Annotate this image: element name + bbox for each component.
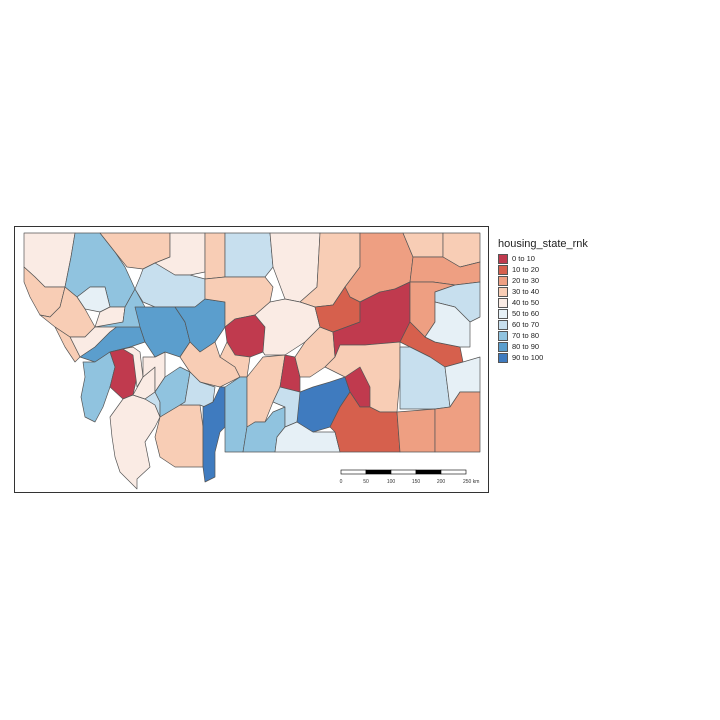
county[interactable]	[224, 376, 248, 453]
legend-item: 50 to 60	[498, 308, 588, 319]
scale-tick-label: 150	[412, 479, 421, 485]
legend: housing_state_rnk 0 to 10 10 to 20 20 to 3…	[498, 238, 588, 363]
legend-label: 90 to 100	[512, 353, 544, 362]
legend-swatch	[498, 253, 508, 264]
legend-swatch	[498, 319, 508, 330]
county[interactable]	[80, 351, 116, 423]
scale-tick-label: 250 km	[463, 479, 479, 485]
map-canvas: 0 50 100 150 200 250 km	[23, 232, 481, 490]
county[interactable]	[109, 394, 161, 490]
legend-swatch	[498, 341, 508, 352]
legend-item: 80 to 90	[498, 341, 588, 352]
legend-swatch	[498, 308, 508, 319]
legend-label: 70 to 80	[512, 331, 540, 340]
legend-item: 90 to 100	[498, 352, 588, 363]
legend-label: 40 to 50	[512, 298, 540, 307]
legend-item: 20 to 30	[498, 275, 588, 286]
legend-item: 10 to 20	[498, 264, 588, 275]
county[interactable]	[219, 341, 251, 378]
scale-tick-label: 200	[437, 479, 446, 485]
county[interactable]	[329, 391, 401, 453]
legend-swatch	[498, 264, 508, 275]
legend-swatch	[498, 297, 508, 308]
legend-swatch	[498, 275, 508, 286]
legend-title: housing_state_rnk	[498, 238, 588, 250]
county[interactable]	[424, 301, 471, 348]
legend-swatch	[498, 352, 508, 363]
legend-item: 30 to 40	[498, 286, 588, 297]
legend-label: 50 to 60	[512, 309, 540, 318]
legend-label: 80 to 90	[512, 342, 540, 351]
scale-tick-label: 100	[387, 479, 396, 485]
county[interactable]	[204, 232, 226, 280]
map-frame: 0 50 100 150 200 250 km	[14, 226, 489, 493]
legend-swatch	[498, 286, 508, 297]
scale-bar: 0 50 100 150 200 250 km	[340, 469, 479, 485]
legend-label: 30 to 40	[512, 287, 540, 296]
scale-tick-label: 0	[340, 479, 343, 485]
legend-label: 0 to 10	[512, 254, 535, 263]
scale-tick-label: 50	[363, 479, 369, 485]
legend-label: 20 to 30	[512, 276, 540, 285]
legend-item: 40 to 50	[498, 297, 588, 308]
county[interactable]	[202, 386, 226, 483]
legend-swatch	[498, 330, 508, 341]
county[interactable]	[434, 391, 481, 453]
county[interactable]	[174, 298, 226, 353]
county[interactable]	[54, 326, 81, 363]
legend-label: 60 to 70	[512, 320, 540, 329]
county[interactable]	[396, 408, 436, 453]
legend-item: 60 to 70	[498, 319, 588, 330]
legend-item: 0 to 10	[498, 253, 588, 264]
county[interactable]	[224, 232, 274, 278]
legend-label: 10 to 20	[512, 265, 540, 274]
legend-item: 70 to 80	[498, 330, 588, 341]
